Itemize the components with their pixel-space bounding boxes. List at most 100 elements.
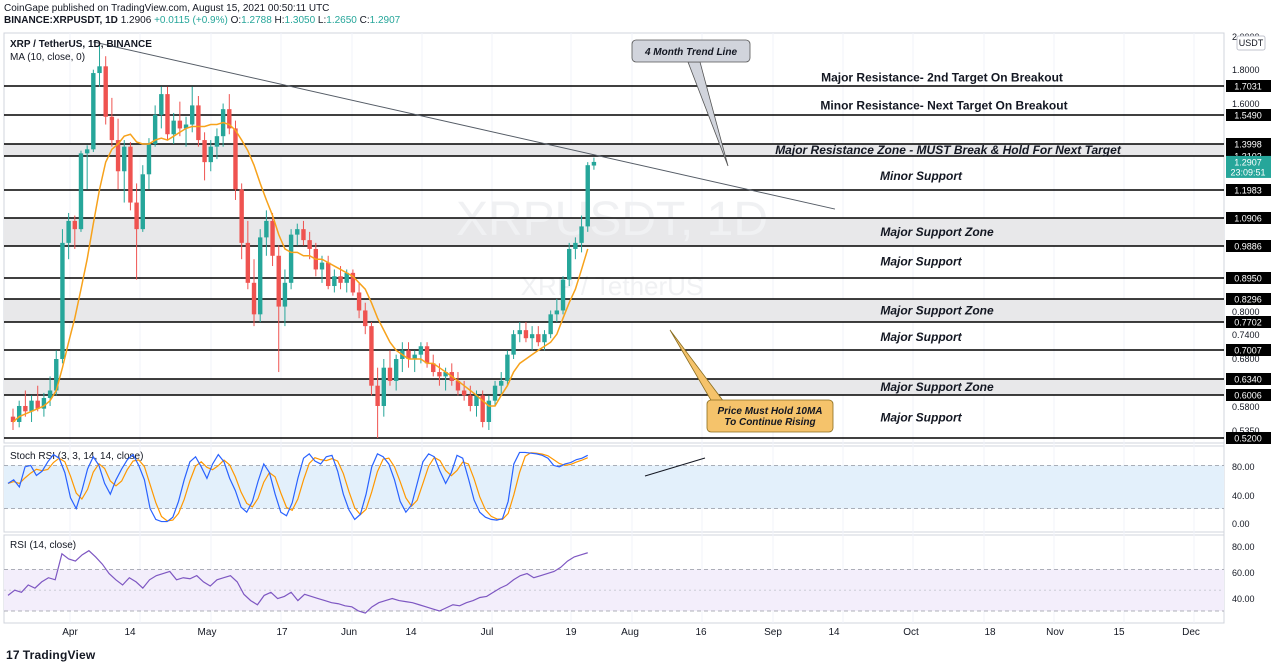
candle[interactable]	[579, 215, 584, 253]
trend-line[interactable]	[93, 41, 836, 210]
price-axis[interactable]: 2.00001.80001.60000.80000.74000.68000.58…	[1226, 32, 1271, 444]
rsi-line[interactable]	[7, 549, 588, 614]
candle[interactable]	[190, 86, 195, 133]
price-level-label[interactable]: 1.0906	[1226, 212, 1271, 224]
candle[interactable]	[78, 150, 84, 232]
price-level-label[interactable]: 0.7007	[1226, 344, 1271, 356]
candle[interactable]	[307, 231, 312, 260]
candle[interactable]	[363, 302, 368, 335]
candle[interactable]	[486, 395, 492, 430]
candle[interactable]	[406, 342, 411, 368]
candle[interactable]	[529, 326, 535, 351]
candle[interactable]	[97, 42, 102, 87]
candle[interactable]	[196, 95, 201, 147]
candle[interactable]	[560, 276, 566, 315]
candle[interactable]	[523, 322, 529, 343]
candle[interactable]	[227, 94, 232, 135]
price-level-label[interactable]: 1.7031	[1226, 80, 1271, 92]
candle[interactable]	[264, 210, 269, 256]
candle[interactable]	[214, 128, 220, 160]
price-level-label[interactable]: 0.9886	[1226, 240, 1271, 252]
ma10-line[interactable]	[12, 121, 589, 423]
candle[interactable]	[183, 116, 189, 147]
stoch-rsi-series[interactable]: 80.00 40.00 0.00	[4, 451, 1255, 529]
candle[interactable]	[375, 367, 380, 438]
price-level-label[interactable]: 0.6006	[1226, 389, 1271, 401]
price-level-label[interactable]: 0.8296	[1226, 293, 1271, 305]
trend-line-callout[interactable]: 4 Month Trend Line	[631, 39, 751, 167]
candle[interactable]	[288, 229, 294, 290]
candle[interactable]	[548, 310, 553, 339]
candle[interactable]	[122, 140, 127, 203]
candle[interactable]	[66, 212, 71, 260]
candle[interactable]	[332, 269, 337, 293]
candle[interactable]	[140, 165, 145, 232]
candle[interactable]	[282, 269, 288, 327]
candle[interactable]	[60, 229, 65, 364]
candle[interactable]	[239, 183, 244, 260]
candle[interactable]	[480, 390, 485, 428]
candle[interactable]	[128, 142, 133, 211]
currency-badge[interactable]	[1236, 35, 1266, 51]
candle[interactable]	[258, 229, 263, 323]
candle[interactable]	[325, 255, 331, 290]
candle[interactable]	[387, 350, 393, 386]
candlestick-series[interactable]	[10, 42, 597, 438]
candle[interactable]	[573, 237, 578, 260]
candle[interactable]	[84, 145, 90, 190]
candle[interactable]	[91, 69, 96, 153]
price-level-label[interactable]: 1.5490	[1226, 109, 1271, 121]
time-axis[interactable]: Apr 14 May 17 Jun 14 Jul 19 Aug 16 Sep 14 Oct 18 Nov 15…	[62, 627, 1200, 638]
candle[interactable]	[455, 372, 461, 396]
candle[interactable]	[10, 408, 16, 430]
price-level-label[interactable]: 0.6340	[1226, 373, 1271, 385]
candle[interactable]	[202, 132, 207, 181]
candle[interactable]	[115, 118, 121, 190]
candle[interactable]	[319, 255, 325, 283]
candle[interactable]	[103, 56, 108, 125]
candle[interactable]	[461, 380, 467, 401]
candle[interactable]	[72, 215, 77, 249]
candle[interactable]	[356, 282, 362, 319]
candle[interactable]	[41, 392, 47, 417]
rsi-series[interactable]: 80.00 60.00 40.00	[4, 542, 1255, 614]
candle[interactable]	[536, 326, 541, 347]
candle[interactable]	[499, 372, 504, 396]
candle[interactable]	[350, 269, 356, 296]
candle[interactable]	[177, 101, 183, 137]
candle[interactable]	[23, 390, 28, 417]
candle[interactable]	[109, 97, 115, 147]
candle[interactable]	[431, 354, 436, 377]
candle[interactable]	[554, 298, 560, 323]
price-level-label[interactable]: 1.3998	[1226, 138, 1271, 150]
price-level-label[interactable]: 0.7702	[1226, 316, 1271, 328]
candle[interactable]	[16, 400, 22, 428]
candle[interactable]	[492, 380, 498, 406]
candle[interactable]	[567, 242, 572, 287]
price-level-label[interactable]: 0.5200	[1226, 432, 1271, 444]
stoch-k-line[interactable]	[7, 451, 589, 523]
candle[interactable]	[245, 220, 251, 290]
candle[interactable]	[146, 138, 152, 190]
candle[interactable]	[134, 183, 139, 280]
candle[interactable]	[35, 385, 40, 412]
ma-callout[interactable]: Price Must Hold 10MA To Continue Rising	[669, 329, 834, 433]
candle[interactable]	[208, 140, 213, 172]
candle[interactable]	[171, 112, 176, 144]
candle[interactable]	[295, 223, 300, 246]
candle[interactable]	[585, 162, 590, 232]
candle[interactable]	[381, 359, 386, 417]
horizontal-levels[interactable]	[4, 85, 1224, 439]
candle[interactable]	[276, 245, 281, 373]
candle[interactable]	[301, 220, 306, 246]
candle[interactable]	[412, 350, 417, 373]
stoch-d-line[interactable]	[7, 452, 588, 522]
candle[interactable]	[369, 322, 374, 396]
candle[interactable]	[251, 259, 257, 327]
candle[interactable]	[591, 157, 597, 170]
price-level-label[interactable]: 1.1983	[1226, 184, 1271, 196]
candle[interactable]	[159, 86, 164, 129]
tradingview-footer[interactable]: 17 TradingView	[6, 648, 95, 662]
